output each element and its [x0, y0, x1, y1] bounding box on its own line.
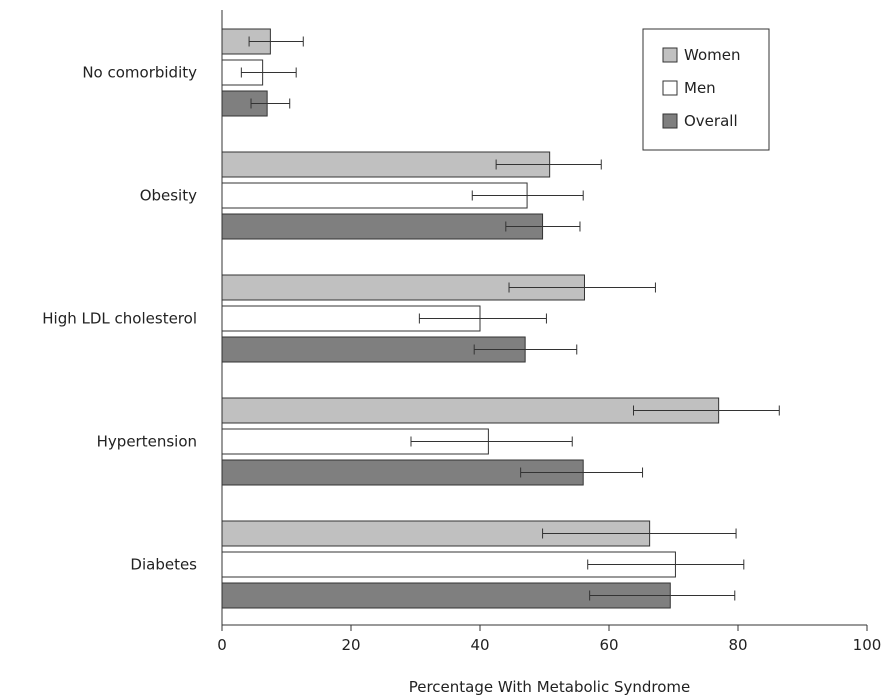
bar-women-obesity [221, 151, 551, 178]
legend-label-overall: Overall [684, 112, 738, 130]
x-tick-label: 40 [470, 636, 489, 654]
error-bar-women-diabetes [542, 528, 737, 539]
category-label-diabetes: Diabetes [130, 556, 197, 574]
legend-swatch-women [662, 47, 678, 63]
bar-overall-obesity [221, 213, 544, 240]
legend-items: Women Men Overall [662, 46, 740, 130]
category-label-hypertension: Hypertension [97, 433, 197, 451]
x-axis-title: Percentage With Metabolic Syndrome [409, 678, 691, 696]
x-ticks: 0 20 40 60 80 100 [217, 625, 881, 654]
category-label-no-comorbidity: No comorbidity [82, 64, 197, 82]
error-bar-men-hypertension [410, 436, 573, 447]
category-label-obesity: Obesity [140, 187, 197, 205]
x-tick-label: 0 [217, 636, 227, 654]
error-bar-men-diabetes [587, 559, 745, 570]
legend-label-women: Women [684, 46, 740, 64]
x-tick-label: 60 [599, 636, 618, 654]
x-tick-label: 100 [853, 636, 882, 654]
x-tick-label: 80 [728, 636, 747, 654]
error-bar-men-no-comorbidity [240, 67, 297, 78]
bars-layer [221, 28, 780, 609]
legend-swatch-men [662, 80, 678, 96]
bar-men-obesity [221, 182, 528, 209]
category-label-high-ldl-cholesterol: High LDL cholesterol [42, 310, 197, 328]
error-bar-overall-diabetes [589, 590, 736, 601]
error-bar-overall-obesity [505, 221, 581, 232]
error-bar-overall-hypertension [520, 467, 644, 478]
legend-label-men: Men [684, 79, 716, 97]
x-tick-label: 20 [341, 636, 360, 654]
error-bar-men-obesity [471, 190, 584, 201]
error-bar-men-high-ldl-cholesterol [418, 313, 547, 324]
error-bar-women-high-ldl-cholesterol [508, 282, 656, 293]
category-labels: No comorbidity Obesity High LDL cholestero… [42, 64, 197, 574]
error-bar-women-hypertension [633, 405, 780, 416]
legend-swatch-overall [662, 113, 678, 129]
error-bar-women-obesity [495, 159, 602, 170]
error-bar-overall-high-ldl-cholesterol [473, 344, 578, 355]
error-bar-overall-no-comorbidity [250, 98, 291, 109]
legend: Women Men Overall [642, 28, 770, 151]
error-bar-women-no-comorbidity [248, 36, 304, 47]
